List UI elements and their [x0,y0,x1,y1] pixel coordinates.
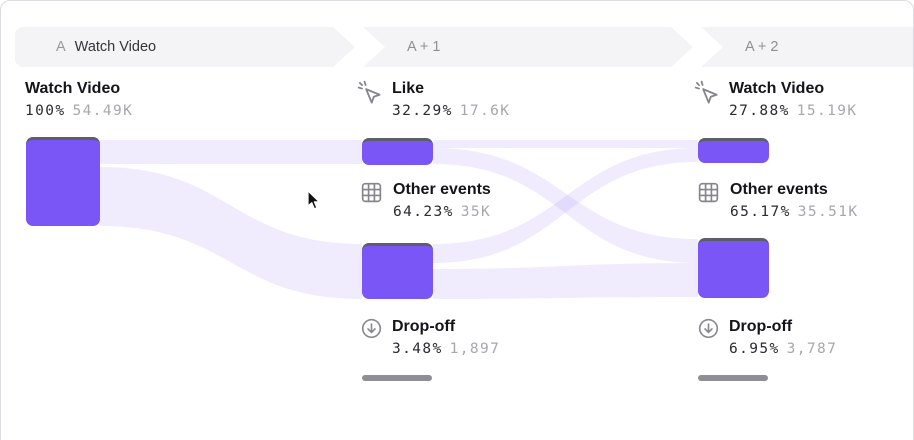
flow-watchvideo-to-otherevents[interactable] [100,167,362,299]
step-label: A + 1 [407,39,441,55]
event-percent: 27.88% [729,103,790,120]
event-stats: 64.23% 35K [393,204,491,220]
event-label-other-events-1[interactable]: Other events 64.23% 35K [359,181,491,220]
event-name: Drop-off [729,318,793,335]
event-count: 15.19K [796,103,858,120]
event-count: 54.49K [72,103,134,120]
step-badge: A [56,39,66,55]
event-label-drop-off-1[interactable]: Drop-off 3.48% 1,897 [360,318,500,357]
event-name: Other events [730,181,828,198]
cursor-click-icon [356,79,383,106]
mouse-cursor-icon [307,190,322,211]
event-percent: 64.23% [393,204,454,221]
event-stats: 3.48% 1,897 [392,341,500,357]
event-percent: 65.17% [730,204,791,221]
event-count: 1,897 [449,341,501,358]
dropoff-bar-step-1[interactable] [362,375,432,381]
grid-icon [359,180,384,205]
cursor-click-icon [693,79,720,106]
event-percent: 6.95% [729,341,780,358]
event-label-like[interactable]: Like 32.29% 17.6K [356,80,510,119]
event-stats: 32.29% 17.6K [392,103,510,119]
event-count: 35K [460,204,492,221]
arrow-down-circle-icon [360,317,383,340]
event-count: 3,787 [786,341,838,358]
event-label-drop-off-2[interactable]: Drop-off 6.95% 3,787 [697,318,837,357]
step-label: A + 2 [745,39,779,55]
node-other-events-step-2[interactable] [698,238,769,298]
flow-watchvideo-to-like[interactable] [100,140,362,164]
event-label-watch-video-a[interactable]: Watch Video 100% 54.49K [25,80,133,119]
event-name: Watch Video [729,80,825,97]
event-percent: 3.48% [392,341,443,358]
event-stats: 65.17% 35.51K [730,204,859,220]
flow-like-to-otherevents[interactable] [433,148,698,263]
arrow-down-circle-icon [697,317,720,340]
event-count: 17.6K [459,103,511,120]
flow-otherevents-to-otherevents[interactable] [433,263,698,299]
dropoff-bar-step-2[interactable] [698,375,768,381]
event-label-watch-video-2[interactable]: Watch Video 27.88% 15.19K [693,80,858,119]
step-header-a-plus-2[interactable]: A + 2 [701,27,914,67]
node-like-step-1[interactable] [362,138,433,165]
event-stats: 6.95% 3,787 [729,341,837,357]
event-stats: 27.88% 15.19K [729,103,858,119]
step-header-a[interactable]: A Watch Video [15,27,355,67]
node-watch-video-step-2[interactable] [698,138,769,163]
event-name: Drop-off [392,318,456,335]
node-watch-video-step-a[interactable] [26,137,100,226]
event-name: Like [392,80,425,97]
event-name: Watch Video [25,80,121,97]
step-label: Watch Video [74,39,157,55]
event-percent: 32.29% [392,103,453,120]
step-header-a-plus-1[interactable]: A + 1 [363,27,693,67]
flow-like-to-watchvideo[interactable] [433,140,698,148]
grid-icon [696,180,721,205]
event-label-other-events-2[interactable]: Other events 65.17% 35.51K [696,181,859,220]
event-percent: 100% [25,103,66,120]
event-count: 35.51K [797,204,859,221]
flow-otherevents-to-watchvideo[interactable] [433,148,698,263]
event-name: Other events [393,181,491,198]
event-stats: 100% 54.49K [25,103,133,119]
node-other-events-step-1[interactable] [362,243,433,299]
